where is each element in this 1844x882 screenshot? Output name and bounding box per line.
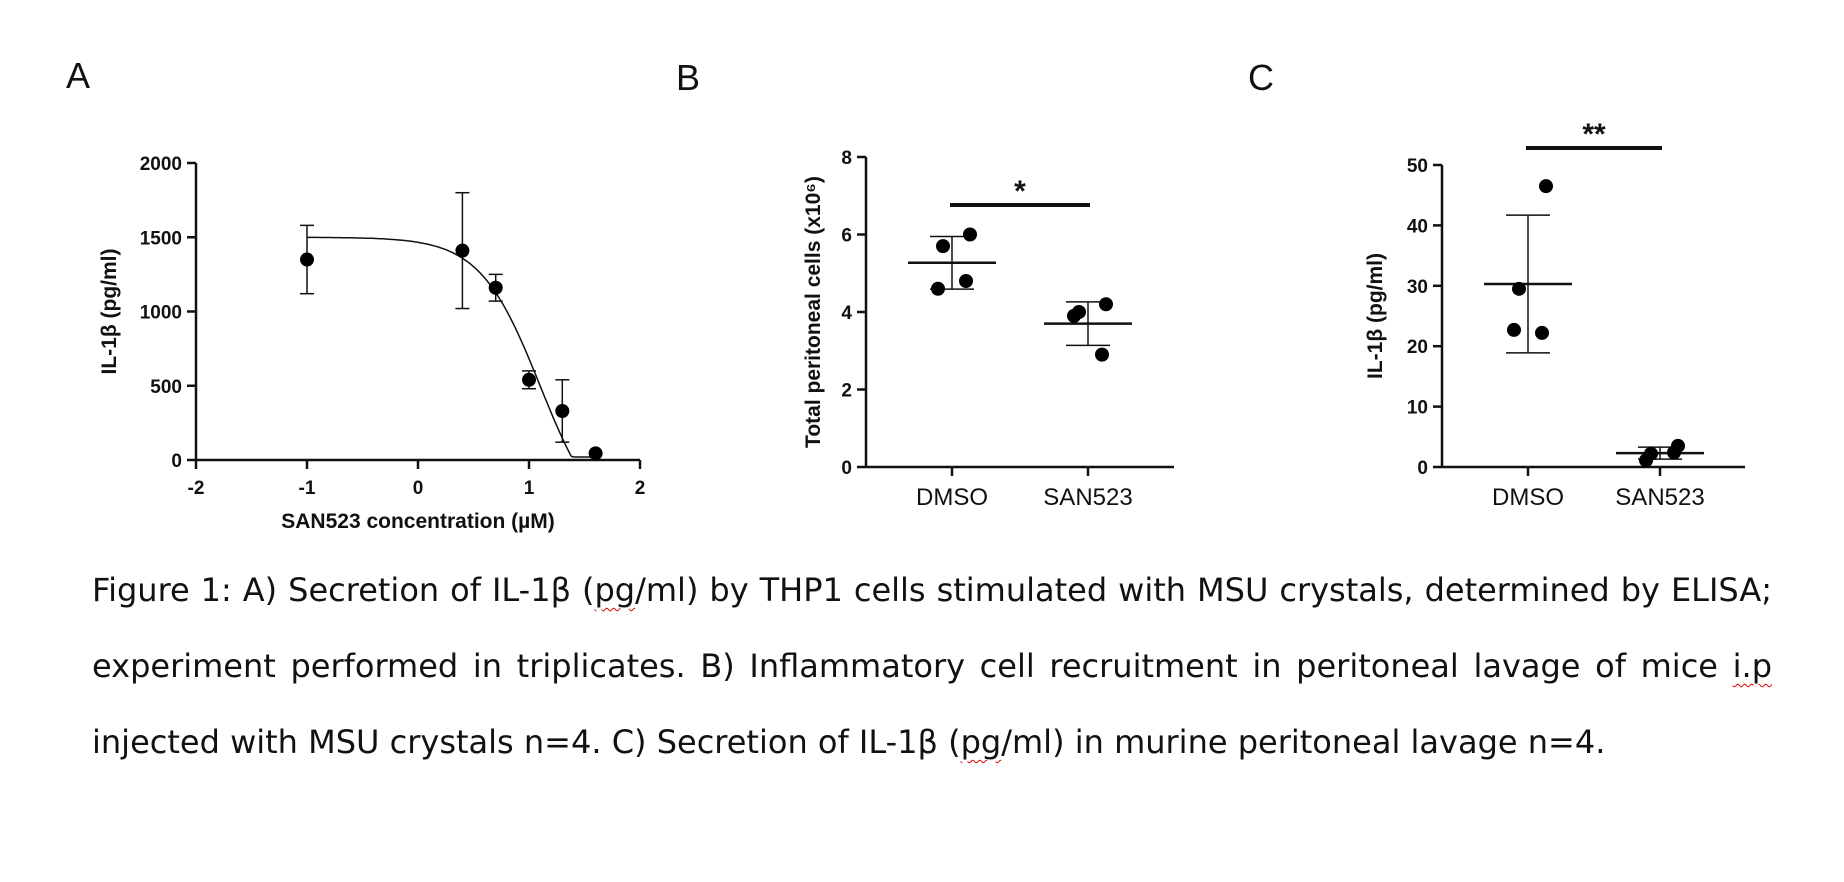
y-tick-label-c: 40 (1407, 216, 1428, 237)
category-label-b: SAN523 (1043, 484, 1132, 511)
caption-text: /ml) by THP1 cells stimulated with MSU c… (92, 571, 1773, 685)
spellcheck-flagged-word: pg (594, 571, 636, 609)
significance-mark-b: * (1014, 175, 1026, 208)
data-point-b-1-0 (1099, 297, 1113, 312)
data-point-c-1-3 (1667, 445, 1681, 460)
y-axis-title-b: Total peritoneal cells (x10⁶) (802, 176, 825, 448)
data-point-c-0-2 (1507, 322, 1521, 337)
caption-text: injected with MSU crystals n=4. C) Secre… (92, 723, 961, 761)
category-label-c: DMSO (1492, 484, 1564, 511)
data-point-b-0-1 (936, 239, 950, 254)
significance-mark-c: ** (1582, 118, 1606, 151)
y-tick-label-c: 30 (1407, 277, 1428, 298)
data-point-a-4 (555, 403, 570, 418)
panel-b-chart: B 0 2 4 6 8 DMSO SAN523 Total peritoneal cells (… (676, 57, 1174, 511)
data-point-a-2 (488, 280, 503, 295)
y-tick-label-b: 0 (841, 458, 852, 479)
fit-curve-a (307, 236, 596, 458)
data-point-a-3 (522, 372, 536, 387)
y-tick-label-c: 10 (1407, 398, 1428, 419)
y-tick-label-b: 4 (841, 303, 852, 324)
y-tick-label-b: 2 (841, 381, 852, 402)
category-label-b: DMSO (916, 484, 988, 511)
data-point-c-1-2 (1639, 453, 1653, 468)
y-tick-label-c: 50 (1407, 156, 1428, 177)
data-point-a-0 (300, 252, 314, 267)
x-tick-label-a: -2 (188, 478, 205, 499)
y-tick-label-a: 1000 (140, 303, 182, 324)
y-axis-title-c: IL-1β (pg/ml) (1364, 253, 1387, 379)
figure-caption: Figure 1: A) Secretion of IL-1β (pg/ml) … (92, 552, 1772, 780)
data-point-c-0-3 (1535, 325, 1549, 340)
spellcheck-flagged-word: i.p (1732, 647, 1772, 685)
x-tick-label-a: -1 (299, 478, 316, 499)
caption-text: /ml) in murine peritoneal lavage n=4. (1001, 723, 1606, 761)
y-tick-label-a: 2000 (140, 154, 182, 175)
spellcheck-flagged-word: pg (960, 723, 1002, 761)
y-tick-label-a: 1500 (140, 228, 182, 249)
data-point-c-0-1 (1512, 281, 1526, 296)
panel-a-chart: A 0 500 1000 1500 2000 -2 -1 0 1 2 SAN523 concentra… (66, 55, 645, 533)
x-tick-label-a: 0 (413, 478, 424, 499)
panel-letter-b: B (676, 57, 700, 98)
x-tick-label-a: 2 (635, 478, 646, 499)
data-point-b-0-2 (931, 281, 945, 296)
data-point-b-1-3 (1095, 347, 1109, 362)
y-tick-label-a: 0 (171, 451, 182, 472)
y-tick-label-a: 500 (150, 377, 182, 398)
y-tick-label-b: 8 (841, 148, 852, 169)
y-tick-label-c: 0 (1417, 458, 1428, 479)
data-point-b-1-2 (1067, 308, 1081, 323)
panel-c-chart: C 0 10 20 30 40 50 DMSO SAN523 IL-1β (pg/ml) ** (1248, 57, 1745, 511)
caption-text: Figure 1: A) Secretion of IL-1β ( (92, 571, 595, 609)
y-axis-title-a: IL-1β (pg/ml) (98, 249, 121, 375)
x-axis-title-a: SAN523 concentration (µM) (281, 510, 554, 533)
data-point-c-0-0 (1539, 179, 1553, 194)
data-point-b-0-3 (959, 274, 973, 288)
x-tick-label-a: 1 (524, 478, 535, 499)
data-point-b-0-0 (963, 227, 977, 242)
panel-letter-c: C (1248, 57, 1274, 98)
data-point-a-5 (588, 446, 603, 461)
y-tick-label-c: 20 (1407, 337, 1428, 358)
category-label-c: SAN523 (1615, 484, 1704, 511)
y-tick-label-b: 6 (841, 226, 852, 247)
panel-letter-a: A (66, 55, 90, 96)
data-point-a-1 (455, 243, 470, 258)
